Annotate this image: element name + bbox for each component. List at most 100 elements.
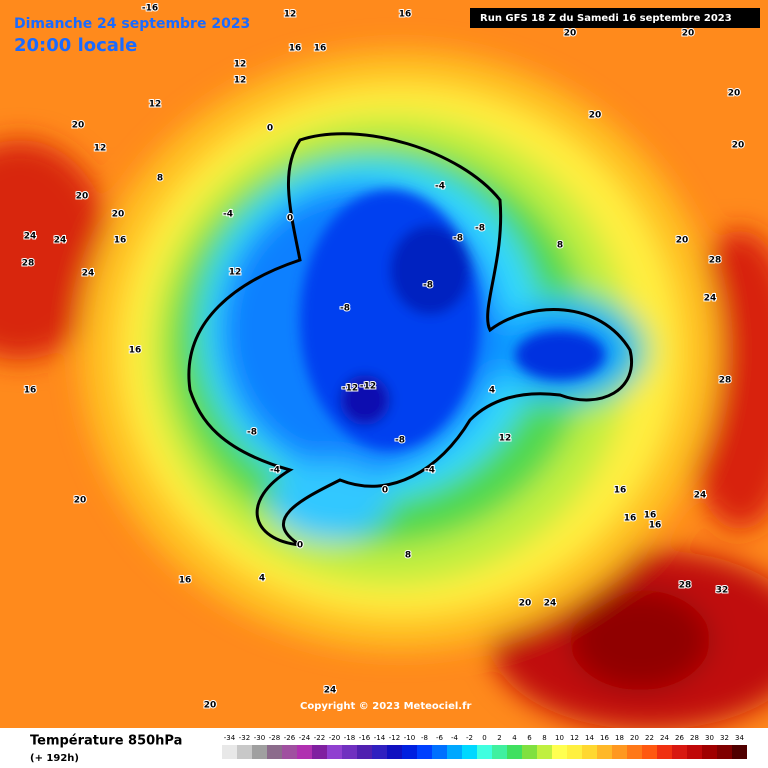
scale-swatch bbox=[387, 745, 402, 759]
scale-label: 28 bbox=[690, 734, 699, 742]
contour-label: 12 bbox=[499, 434, 512, 444]
contour-label: 16 bbox=[649, 521, 662, 531]
scale-swatch bbox=[297, 745, 312, 759]
scale-swatch bbox=[342, 745, 357, 759]
contour-label: 12 bbox=[234, 60, 247, 70]
scale-label: 8 bbox=[542, 734, 546, 742]
scale-label: 32 bbox=[720, 734, 729, 742]
contour-label: 16 bbox=[129, 346, 142, 356]
scale-swatch bbox=[672, 745, 687, 759]
scale-label: -2 bbox=[466, 734, 473, 742]
scale-swatch bbox=[462, 745, 477, 759]
scale-label: -34 bbox=[224, 734, 236, 742]
contour-label: 20 bbox=[589, 111, 602, 121]
scale-label: 4 bbox=[512, 734, 517, 742]
contour-label: 16 bbox=[314, 44, 327, 54]
contour-label: 20 bbox=[204, 701, 217, 711]
contour-label: -8 bbox=[453, 234, 463, 244]
contour-label: -8 bbox=[475, 224, 485, 234]
scale-swatch bbox=[597, 745, 612, 759]
contour-label: 24 bbox=[704, 294, 717, 304]
scale-label: 24 bbox=[660, 734, 669, 742]
contour-label: -16 bbox=[142, 4, 158, 14]
run: Run GFS 18 Z du Samedi 16 septembre 2023 bbox=[480, 13, 732, 24]
scale-swatch bbox=[477, 745, 492, 759]
contour-label: 28 bbox=[719, 376, 732, 386]
contour-label: 0 bbox=[382, 486, 388, 496]
contour-label: -4 bbox=[425, 466, 435, 476]
contour-label: -4 bbox=[270, 466, 280, 476]
scale-swatch bbox=[687, 745, 702, 759]
scale-swatch bbox=[612, 745, 627, 759]
scale-swatch bbox=[717, 745, 732, 759]
color-scale: -34 -32 -30 -28 -26 -24 -22 -20 -18 -16 -14 -12 -10-… bbox=[222, 734, 747, 759]
contour-label: 16 bbox=[399, 10, 412, 20]
contour-label: 32 bbox=[716, 586, 729, 596]
run-box bbox=[470, 8, 760, 28]
scale-label: 6 bbox=[527, 734, 532, 742]
scale-swatch bbox=[732, 745, 747, 759]
contour-label: 16 bbox=[624, 514, 637, 524]
date: Dimanche 24 septembre 2023 bbox=[14, 16, 250, 32]
scale-label: 18 bbox=[615, 734, 624, 742]
contour-label: 16 bbox=[644, 511, 657, 521]
scale-swatch bbox=[552, 745, 567, 759]
copyright: Copyright © 2023 Meteociel.fr bbox=[300, 701, 471, 712]
scale-swatch bbox=[237, 745, 252, 759]
contour-label: 8 bbox=[157, 174, 163, 184]
scale-swatch bbox=[312, 745, 327, 759]
scale-swatch bbox=[432, 745, 447, 759]
scale-swatch bbox=[447, 745, 462, 759]
contour-label: -4 bbox=[435, 182, 445, 192]
scale-swatch bbox=[567, 745, 582, 759]
contour-label: -12 bbox=[360, 382, 376, 392]
scale-label: -26 bbox=[284, 734, 296, 742]
contour-label: 28 bbox=[22, 259, 35, 269]
contour-label: 24 bbox=[544, 599, 557, 609]
scale-label: -30 bbox=[254, 734, 265, 742]
contour-label: 20 bbox=[72, 121, 85, 131]
scale-label: 20 bbox=[630, 734, 639, 742]
scale-label: 10 bbox=[555, 734, 564, 742]
scale-swatch bbox=[327, 745, 342, 759]
header: Dimanche 24 septembre 2023 20:00 locale … bbox=[14, 8, 760, 712]
scale-swatch bbox=[582, 745, 597, 759]
scale-swatch bbox=[282, 745, 297, 759]
contour-label: 24 bbox=[54, 236, 67, 246]
contour-label: 4 bbox=[259, 574, 265, 584]
contour-label: 16 bbox=[614, 486, 627, 496]
scale-label: -18 bbox=[344, 734, 355, 742]
contour-label: 28 bbox=[679, 581, 692, 591]
scale-swatch bbox=[252, 745, 267, 759]
contour-label: 16 bbox=[24, 386, 37, 396]
scale-label: -28 bbox=[269, 734, 280, 742]
contour-label: 12 bbox=[234, 76, 247, 86]
time: 20:00 locale bbox=[14, 35, 137, 56]
scale-label: -8 bbox=[421, 734, 428, 742]
contour-label: 12 bbox=[149, 100, 162, 110]
scale-swatch bbox=[267, 745, 282, 759]
contour-label: 20 bbox=[732, 141, 745, 151]
scale-label: -4 bbox=[451, 734, 459, 742]
contour-label: 24 bbox=[694, 491, 707, 501]
contour-label: 8 bbox=[405, 551, 411, 561]
scale-swatch bbox=[417, 745, 432, 759]
contour-label: 20 bbox=[74, 496, 87, 506]
scale-label: -6 bbox=[436, 734, 444, 742]
legend-lead: (+ 192h) bbox=[30, 753, 79, 764]
contour-label: 20 bbox=[676, 236, 689, 246]
scale-swatch bbox=[507, 745, 522, 759]
contour-label: 16 bbox=[289, 44, 302, 54]
scale-swatch bbox=[537, 745, 552, 759]
contour-label: 20 bbox=[728, 89, 741, 99]
scale-swatch bbox=[402, 745, 417, 759]
scale-label: 26 bbox=[675, 734, 684, 742]
contour-label: 20 bbox=[112, 210, 125, 220]
scale-swatch bbox=[642, 745, 657, 759]
scale-label: -12 bbox=[389, 734, 400, 742]
scale-label: -32 bbox=[239, 734, 250, 742]
contour-label: -8 bbox=[395, 436, 405, 446]
contour-label: -12 bbox=[342, 384, 358, 394]
